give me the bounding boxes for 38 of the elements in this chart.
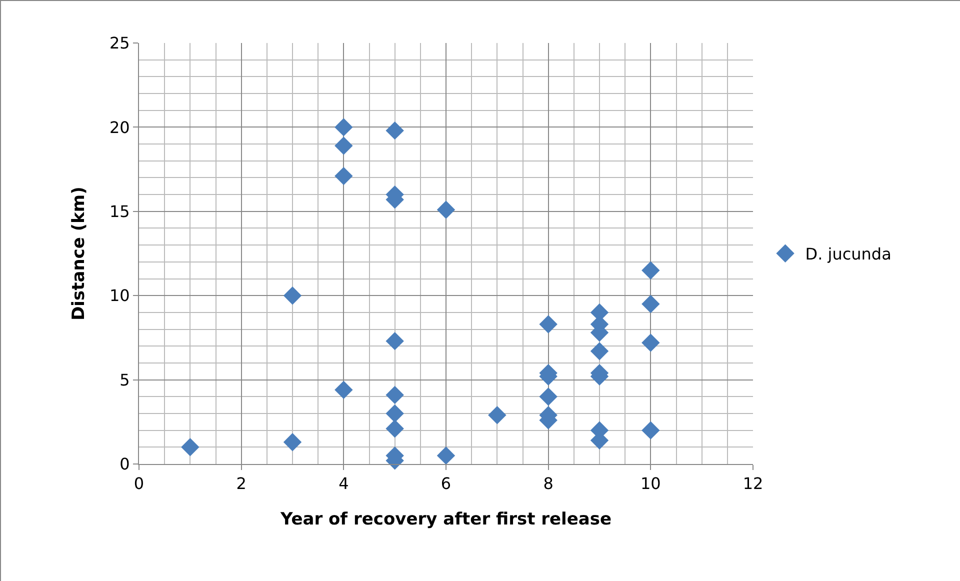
point (436, 200, 456, 219)
point (334, 380, 353, 399)
point (283, 433, 302, 452)
y-tick-label: 0 (120, 454, 130, 474)
point (642, 261, 660, 280)
point (334, 136, 353, 155)
point (590, 342, 609, 360)
y-tick-label: 15 (109, 202, 130, 221)
x-tick-label: 10 (640, 474, 661, 494)
legend-label: D. jucunda (805, 244, 892, 264)
y-axis-title: Distance (km) (68, 186, 89, 320)
x-tick-label: 2 (236, 474, 246, 494)
point (642, 334, 660, 352)
x-tick-label: 4 (338, 474, 349, 494)
x-axis-title: Year of recovery after first release (279, 510, 612, 530)
point (386, 121, 404, 140)
x-tick-label: 6 (440, 474, 452, 494)
point (642, 421, 660, 440)
y-tick-label: 20 (109, 118, 130, 137)
point (386, 386, 404, 404)
y-tick-label: 25 (109, 34, 130, 53)
point (334, 166, 353, 186)
point (334, 118, 353, 136)
point (386, 404, 404, 423)
point (642, 294, 660, 314)
point (539, 388, 558, 406)
point (181, 438, 200, 456)
x-tick-label: 12 (742, 474, 764, 494)
point (386, 332, 404, 350)
x-tick-label: 0 (134, 474, 144, 494)
y-tick-label: 10 (109, 286, 130, 306)
point (283, 286, 302, 305)
point (539, 315, 558, 334)
x-tick-label: 8 (543, 474, 554, 494)
y-tick-label: 5 (120, 370, 130, 390)
point (488, 406, 506, 424)
point (386, 420, 404, 438)
point (436, 446, 456, 465)
